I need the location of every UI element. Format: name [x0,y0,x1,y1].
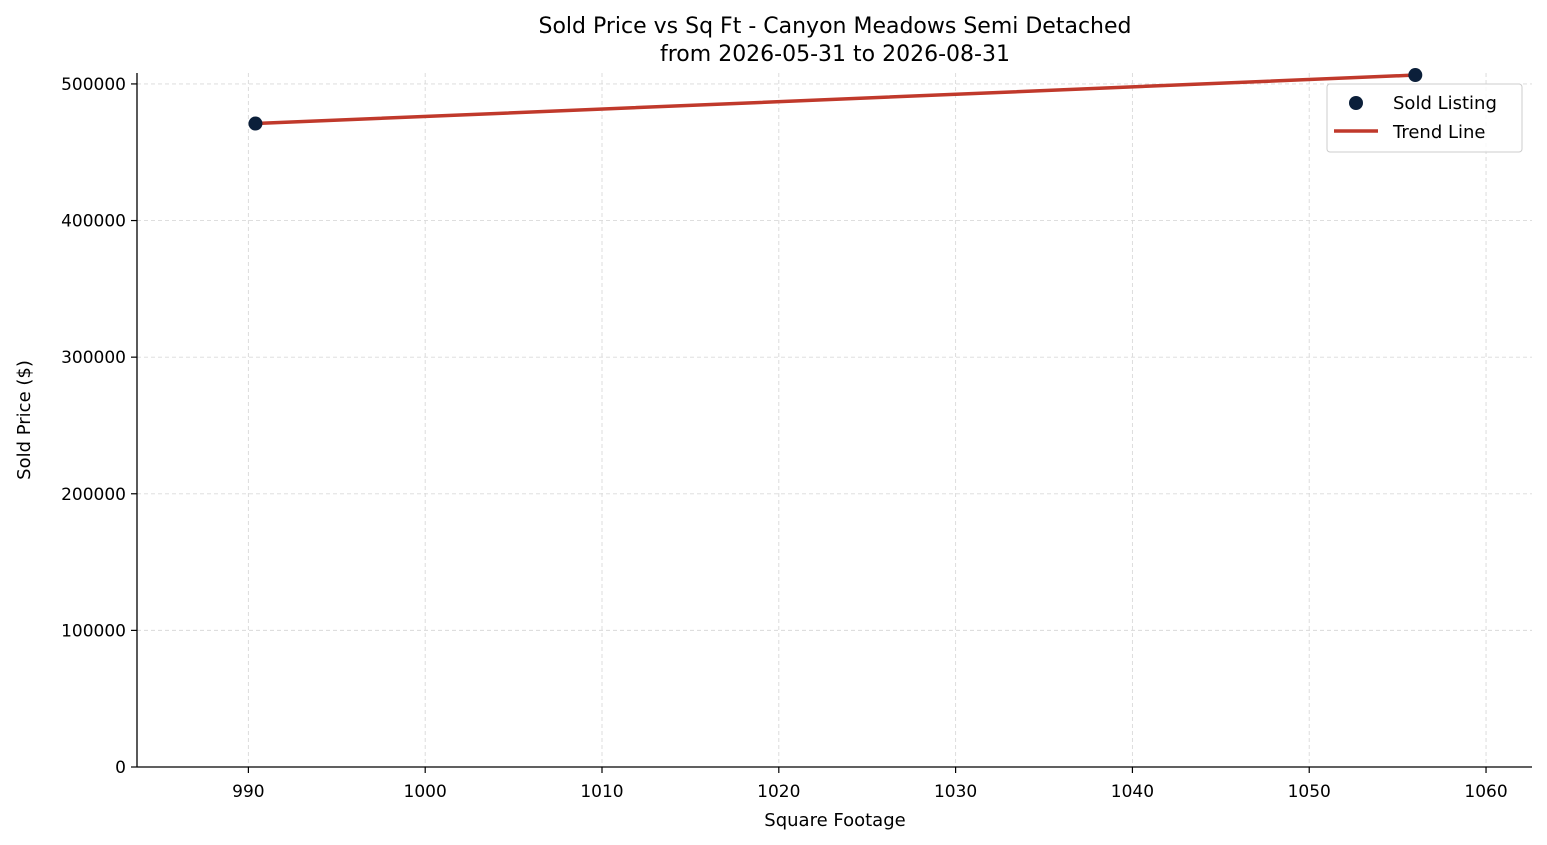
x-tick-label: 990 [232,782,264,802]
x-tick-label: 1040 [1111,782,1154,802]
y-tick-label: 300000 [61,348,126,368]
legend-marker-sold-listing [1349,96,1363,110]
x-tick-label: 1020 [757,782,800,802]
trend-line [253,73,1418,126]
legend: Sold Listing Trend Line [1326,83,1523,153]
scatter-points-layer [248,68,1423,131]
y-tick-label: 0 [115,758,126,778]
grid-lines [137,73,1532,767]
y-axis-label: Sold Price ($) [14,360,35,480]
x-tick-label: 1000 [404,782,447,802]
x-tick-label: 1060 [1464,782,1507,802]
trend-line-layer [253,73,1418,126]
x-tick-label: 1050 [1288,782,1331,802]
legend-label-trend-line: Trend Line [1392,122,1486,143]
y-tick-label: 500000 [61,75,126,95]
scatter-point-sold-listing [1408,68,1423,83]
x-tick-label: 1030 [934,782,977,802]
scatter-point-sold-listing [248,116,263,131]
x-ticks: 990 1000 1010 1020 1030 1040 1050 1060 [232,767,1508,802]
chart-subtitle: from 2026-05-31 to 2026-08-31 [660,42,1010,67]
x-tick-label: 1010 [580,782,623,802]
y-tick-label: 400000 [61,212,126,232]
legend-box [1326,83,1523,153]
chart-title: Sold Price vs Sq Ft - Canyon Meadows Sem… [539,14,1132,39]
y-tick-label: 200000 [61,485,126,505]
y-ticks: 0 100000 200000 300000 400000 500000 [61,75,137,778]
legend-label-sold-listing: Sold Listing [1393,93,1497,114]
x-axis-label: Square Footage [764,810,905,831]
y-tick-label: 100000 [61,621,126,641]
